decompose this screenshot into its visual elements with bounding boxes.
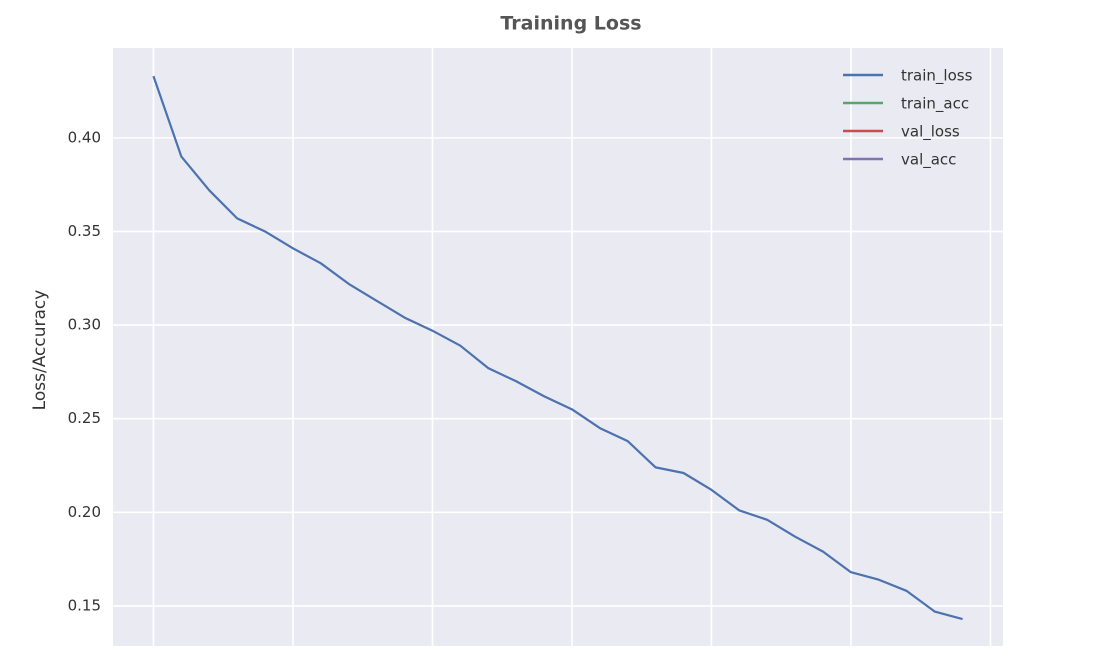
y-tick-label: 0.40 xyxy=(68,128,101,146)
y-tick-label: 0.20 xyxy=(68,503,101,521)
legend-label: train_loss xyxy=(901,67,973,86)
y-tick-label: 0.35 xyxy=(68,222,101,240)
plot-area xyxy=(113,48,1003,646)
legend-label: val_acc xyxy=(901,151,956,170)
legend-label: val_loss xyxy=(901,123,960,142)
chart-title: Training Loss xyxy=(500,13,641,35)
legend-label: train_acc xyxy=(901,95,969,114)
y-tick-label: 0.30 xyxy=(68,316,101,334)
y-tick-label: 0.15 xyxy=(68,596,101,614)
y-tick-label: 0.25 xyxy=(68,409,101,427)
line xyxy=(152,75,963,621)
y-axis-label: Loss/Accuracy xyxy=(30,290,50,411)
